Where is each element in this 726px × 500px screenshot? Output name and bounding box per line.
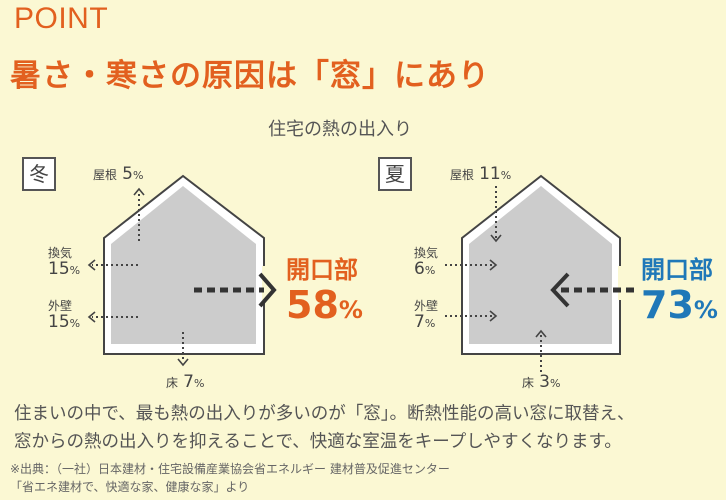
season-badge-winter: 冬 bbox=[22, 157, 56, 191]
winter-ventilation: 換気 15% bbox=[48, 246, 81, 279]
winter-roof: 屋根 5% bbox=[93, 164, 144, 184]
summer-wall: 外壁 7% bbox=[414, 299, 439, 332]
summer-floor: 床 3% bbox=[522, 372, 561, 392]
point-label: POINT bbox=[14, 2, 109, 35]
source-note: ※出典：（一社）日本建材・住宅設備産業協会省エネルギー 建材普及促進センター 「… bbox=[10, 462, 450, 494]
summer-roof: 屋根 11% bbox=[450, 164, 512, 184]
winter-house bbox=[87, 174, 277, 367]
summer-opening: 開口部 73% bbox=[641, 256, 718, 327]
headline: 暑さ・寒さの原因は「窓」にあり bbox=[10, 58, 490, 94]
summer-house bbox=[445, 174, 634, 372]
winter-wall: 外壁 15% bbox=[48, 299, 81, 332]
season-badge-summer: 夏 bbox=[378, 157, 412, 191]
winter-floor: 床 7% bbox=[166, 372, 205, 392]
body-text: 住まいの中で、最も熱の出入りが多いのが「窓」。断熱性能の高い窓に取替え、 窓から… bbox=[14, 404, 635, 452]
diagram-subtitle: 住宅の熱の出入り bbox=[268, 119, 412, 140]
winter-opening: 開口部 58% bbox=[286, 256, 363, 327]
summer-ventilation: 換気 6% bbox=[414, 246, 439, 279]
